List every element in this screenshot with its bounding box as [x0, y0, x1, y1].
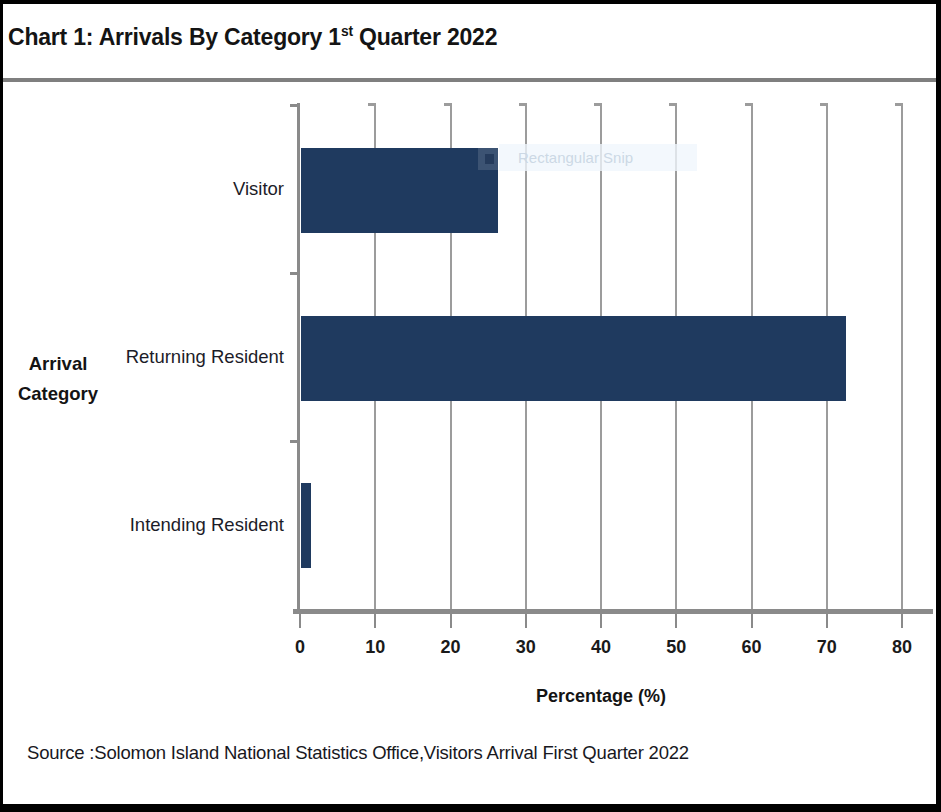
gridline-top-tick-10 — [368, 103, 374, 106]
gridline-top-tick-60 — [745, 103, 751, 106]
x-axis-tick-10 — [374, 614, 376, 628]
x-tick-label-60: 60 — [730, 637, 774, 658]
snip-tooltip-label: Rectangular Snip — [518, 149, 633, 166]
x-tick-label-30: 30 — [504, 637, 548, 658]
x-axis-tick-40 — [600, 614, 602, 628]
gridline-top-tick-40 — [594, 103, 600, 106]
source-note: Source :Solomon Island National Statisti… — [27, 742, 689, 764]
page-title-superscript: st — [341, 24, 353, 39]
x-tick-label-50: 50 — [654, 637, 698, 658]
gridline-80 — [901, 103, 903, 609]
page-title-text: Chart 1: Arrivals By Category 1 — [8, 24, 341, 50]
title-divider — [0, 78, 941, 82]
y-axis-line — [297, 103, 300, 609]
chart-window: Chart 1: Arrivals By Category 1st Quarte… — [0, 0, 941, 812]
gridline-top-tick-50 — [669, 103, 675, 106]
page-title: Chart 1: Arrivals By Category 1st Quarte… — [8, 24, 497, 51]
bar-intending-resident — [301, 483, 311, 568]
y-axis-title-line2: Category — [10, 379, 106, 409]
bar-visitor — [301, 148, 498, 233]
category-label-intending-resident: Intending Resident — [60, 514, 284, 536]
y-axis-tick-2 — [290, 440, 298, 443]
rectangular-snip-icon — [478, 146, 499, 170]
x-axis-tick-50 — [675, 614, 677, 628]
x-axis-tick-0 — [299, 614, 301, 628]
x-tick-label-0: 0 — [278, 637, 322, 658]
x-axis-title: Percentage (%) — [451, 686, 751, 707]
gridline-top-tick-70 — [820, 103, 826, 106]
page-title-suffix: Quarter 2022 — [353, 24, 497, 50]
x-tick-label-70: 70 — [805, 637, 849, 658]
y-axis-tick-0 — [290, 104, 298, 107]
snip-tooltip: Rectangular Snip — [499, 144, 697, 171]
x-tick-label-20: 20 — [429, 637, 473, 658]
x-tick-label-10: 10 — [353, 637, 397, 658]
bar-returning-resident — [301, 316, 846, 401]
x-axis-tick-60 — [751, 614, 753, 628]
x-tick-label-80: 80 — [880, 637, 924, 658]
x-axis-tick-20 — [450, 614, 452, 628]
x-axis-tick-70 — [826, 614, 828, 628]
gridline-top-tick-30 — [519, 103, 525, 106]
x-axis-line — [293, 609, 933, 614]
category-label-visitor: Visitor — [60, 178, 284, 200]
x-tick-label-40: 40 — [579, 637, 623, 658]
chart-canvas: Chart 1: Arrivals By Category 1st Quarte… — [0, 0, 941, 812]
snip-icon-glyph — [485, 154, 494, 164]
gridline-top-tick-20 — [444, 103, 450, 106]
x-axis-tick-30 — [525, 614, 527, 628]
x-axis-tick-80 — [901, 614, 903, 628]
y-axis-tick-1 — [290, 272, 298, 275]
category-label-returning-resident: Returning Resident — [60, 346, 284, 368]
gridline-top-tick-80 — [895, 103, 901, 106]
